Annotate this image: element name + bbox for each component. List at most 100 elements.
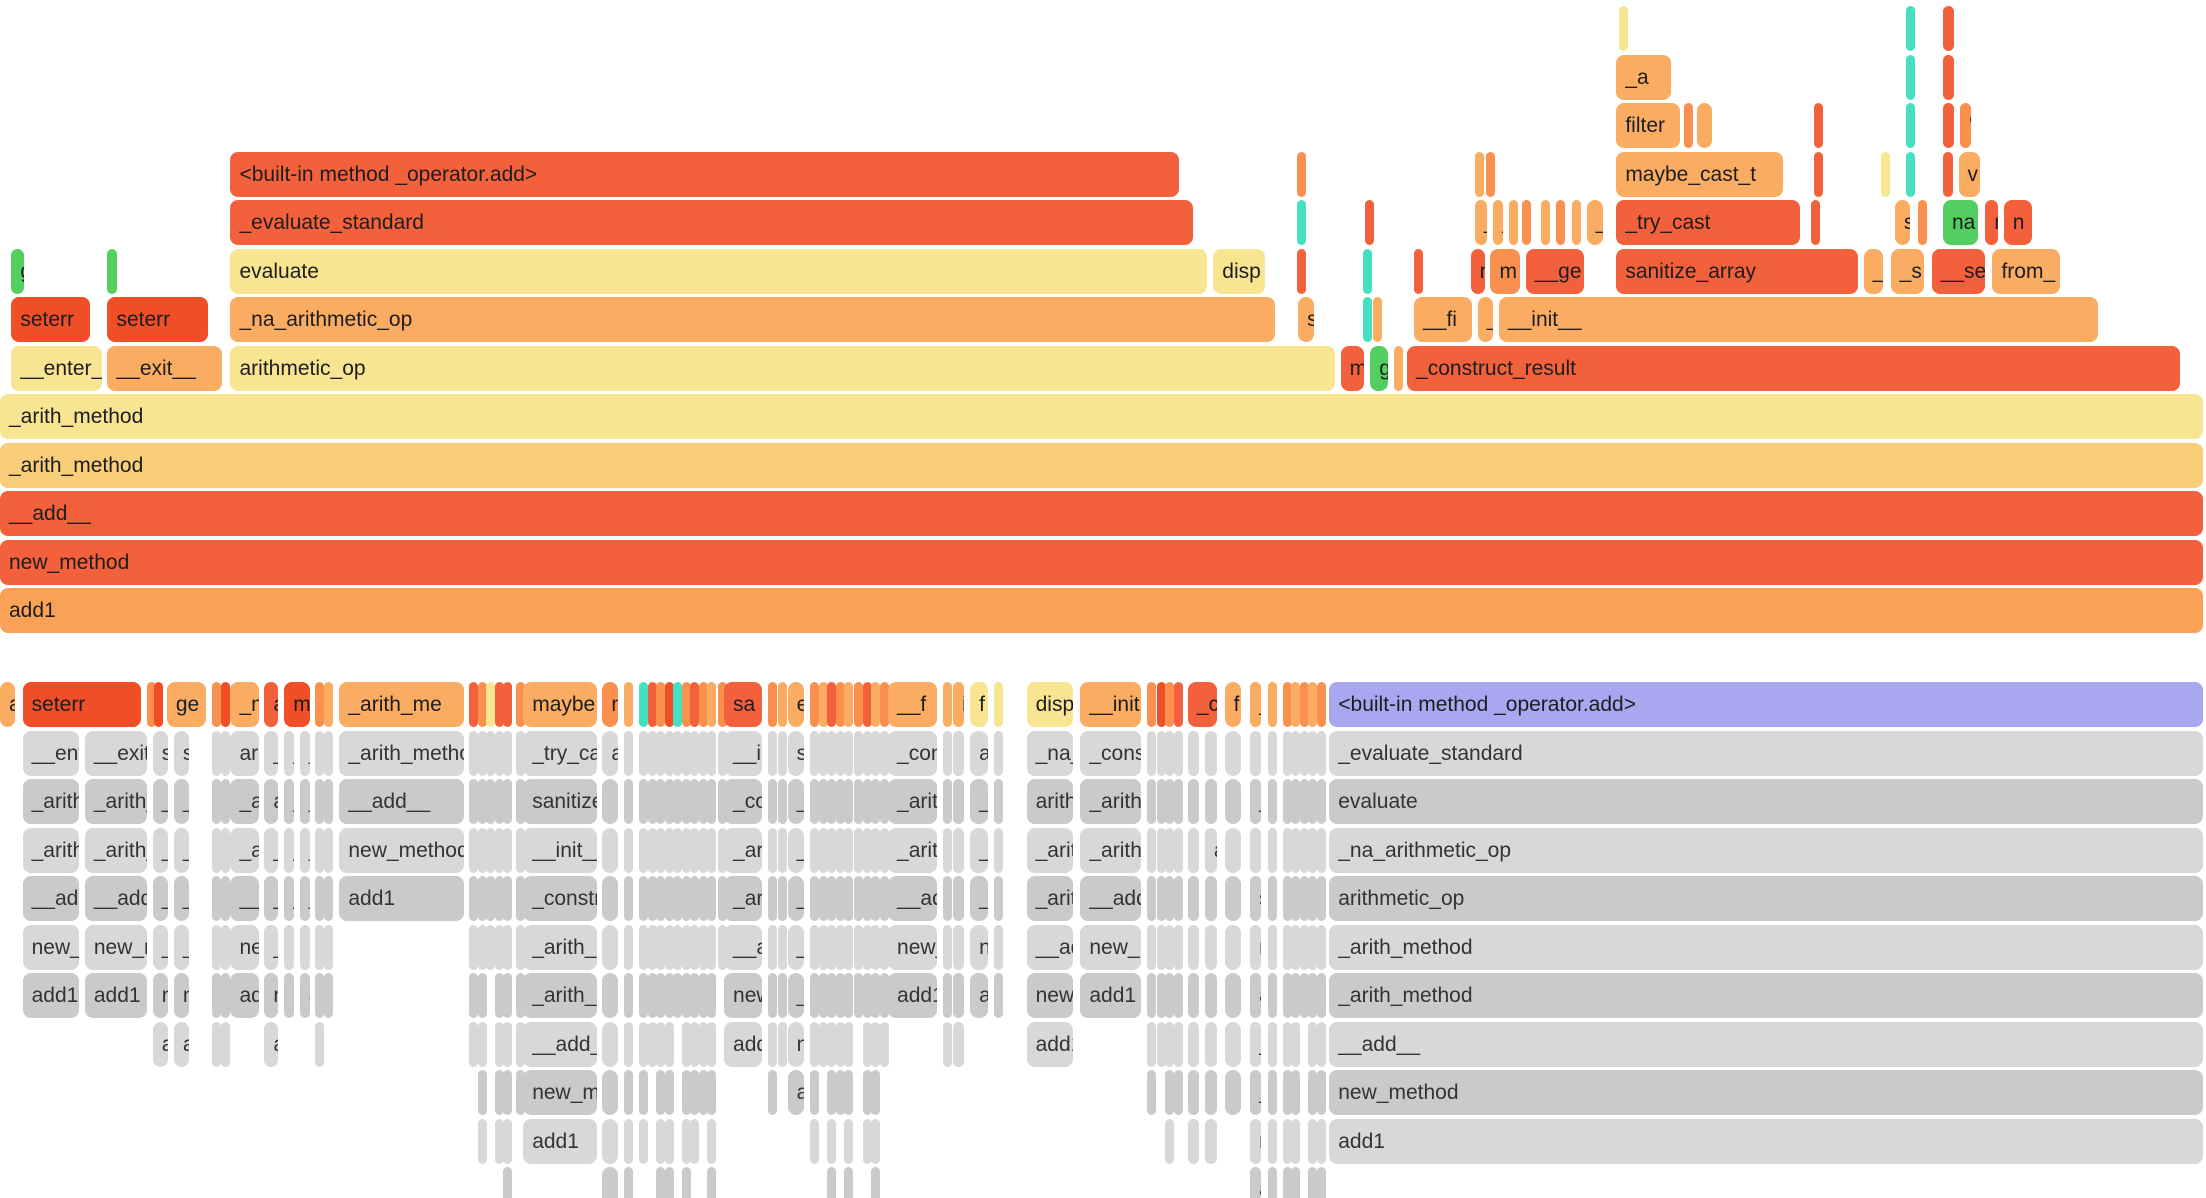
frame[interactable] [1308,730,1318,776]
frame-add1[interactable]: add1 [84,973,147,1018]
frame[interactable] [844,876,854,921]
frame[interactable] [503,924,513,970]
frame[interactable] [818,779,828,824]
frame-new-method[interactable]: new_method [970,924,989,970]
frame[interactable] [1282,1167,1292,1198]
frame[interactable] [673,827,683,873]
frame-arith-method[interactable]: _arith_method [888,779,938,824]
frame[interactable] [1296,151,1306,197]
frame[interactable] [212,779,222,824]
frame[interactable]: _ [1250,682,1262,727]
frame[interactable] [1291,730,1301,776]
frame[interactable] [1187,924,1199,970]
frame[interactable] [810,1070,820,1115]
frame-f[interactable]: f [1224,682,1242,727]
frame[interactable] [1316,779,1326,824]
frame-n[interactable]: n [1268,1167,1278,1198]
frame[interactable] [1811,200,1821,245]
frame[interactable] [681,973,691,1018]
frame[interactable] [639,682,649,727]
frame[interactable] [707,730,717,776]
frame[interactable] [835,779,845,824]
frame[interactable] [1316,827,1326,873]
frame-arith-method[interactable]: _arith_method [1329,973,2203,1018]
frame[interactable] [494,779,504,824]
frame[interactable] [844,1021,854,1067]
frame[interactable] [664,1167,674,1198]
frame[interactable] [767,827,777,873]
frame[interactable]: _ [1250,779,1262,824]
frame[interactable] [602,1021,618,1067]
frame[interactable] [602,1167,618,1198]
frame[interactable] [469,682,479,727]
frame-construct-result[interactable]: _construct_result [1407,345,2181,391]
frame[interactable] [943,827,953,873]
frame-n[interactable]: n [1250,1118,1262,1164]
frame-construct-result[interactable]: _construct_result [888,730,938,776]
frame[interactable] [818,730,828,776]
frame[interactable] [681,876,691,921]
frame[interactable] [220,827,230,873]
frame[interactable] [862,1070,872,1115]
frame[interactable] [994,876,1004,921]
frame-add[interactable]: __add__ [787,973,805,1018]
frame[interactable] [147,682,157,727]
frame[interactable] [494,1070,504,1115]
frame[interactable] [220,1021,230,1067]
frame[interactable] [323,924,333,970]
frame[interactable] [494,730,504,776]
frame[interactable] [503,779,513,824]
frame-arith-method[interactable]: _arith_method [264,827,279,873]
frame[interactable] [503,973,513,1018]
frame[interactable]: _ [1268,1118,1278,1164]
frame-arithmetic-op[interactable]: arithmetic_op [230,730,259,776]
frame[interactable] [1316,1118,1326,1164]
frame[interactable] [1165,682,1175,727]
frame-arith-method[interactable]: _arith_method [84,779,147,824]
frame[interactable] [1814,103,1824,148]
frame-ge[interactable]: ge [166,682,207,727]
frame-arith-method[interactable]: _arith_method [523,973,597,1018]
frame[interactable] [486,827,496,873]
frame[interactable] [656,1070,666,1115]
frame[interactable] [516,876,526,921]
frame[interactable] [690,730,700,776]
frame[interactable] [1308,1070,1318,1115]
frame[interactable] [835,1021,845,1067]
frame-new-method[interactable]: new_method [173,973,190,1018]
frame-arith-method[interactable]: _arith_method [230,779,259,824]
frame[interactable] [718,682,728,727]
frame[interactable] [220,779,230,824]
frame-e[interactable]: e [787,682,805,727]
frame[interactable] [1906,6,1916,51]
frame[interactable] [1521,200,1531,245]
frame[interactable] [494,1021,504,1067]
frame[interactable] [862,1021,872,1067]
frame[interactable]: _ [1477,297,1494,342]
frame-c[interactable]: _c [1187,682,1218,727]
frame[interactable]: ' [1959,103,1972,148]
frame[interactable] [1165,827,1175,873]
frame[interactable] [469,924,479,970]
frame[interactable] [323,827,333,873]
frame[interactable] [844,924,854,970]
frame[interactable] [486,876,496,921]
frame[interactable] [835,682,845,727]
frame-seterr[interactable]: seterr [11,297,91,342]
frame-add1[interactable]: add1 [888,973,938,1018]
frame[interactable] [871,730,881,776]
frame[interactable] [647,730,657,776]
frame[interactable] [854,827,864,873]
frame-enter[interactable]: __enter__ [22,730,80,776]
frame[interactable] [943,876,953,921]
frame[interactable] [664,682,674,727]
frame[interactable] [681,779,691,824]
frame[interactable] [516,730,526,776]
frame-exit[interactable]: __exit__ [84,730,147,776]
frame-v[interactable]: v [1958,151,1980,197]
frame[interactable] [698,827,708,873]
frame[interactable] [879,779,889,824]
frame-new-method[interactable]: new_method [152,973,169,1018]
frame[interactable] [1165,1070,1175,1115]
frame[interactable] [1308,1167,1318,1198]
